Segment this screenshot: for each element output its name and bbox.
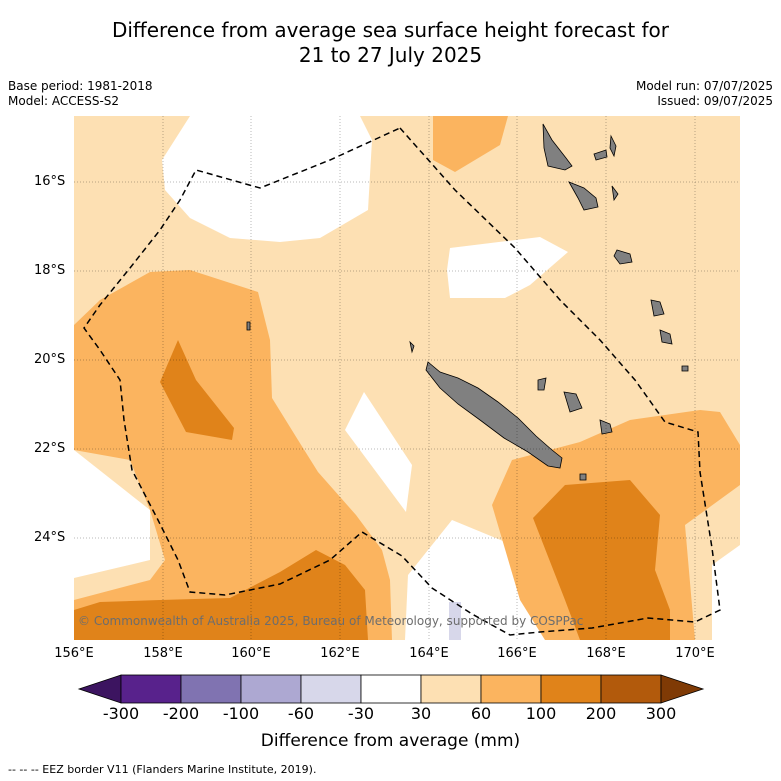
- lon-label-160e: 160°E: [231, 646, 271, 661]
- small-island-1: [579, 473, 587, 481]
- colorbar-segment: [300, 674, 362, 704]
- issued-date: Issued: 09/07/2025: [657, 94, 773, 108]
- model-run: Model run: 07/07/2025: [635, 79, 773, 93]
- colorbar-tick-label: 60: [470, 704, 492, 723]
- contour-neutral-southeast: [712, 545, 740, 640]
- copyright-note: © Commonwealth of Australia 2025, Bureau…: [78, 614, 584, 628]
- contour-neutral-mid: [345, 392, 412, 512]
- colorbar-segment: [540, 674, 602, 704]
- colorbar-segment: [600, 674, 662, 704]
- small-island-3: [409, 340, 415, 354]
- loyalty-island-2: [599, 419, 613, 435]
- lon-label-170e: 170°E: [675, 646, 715, 661]
- colorbar-extend-high: [660, 674, 705, 704]
- colorbar-tick-label: -60: [287, 704, 315, 723]
- lon-label-158e: 158°E: [143, 646, 183, 661]
- lat-label-22s: 22°S: [34, 441, 66, 456]
- colorbar-tick-label: -200: [162, 704, 200, 723]
- contour-60-100-west: [74, 270, 392, 640]
- colorbar-extend-low: [77, 674, 122, 704]
- title-line-2: 21 to 27 July 2025: [298, 43, 483, 67]
- colorbar-title: Difference from average (mm): [260, 731, 521, 751]
- colorbar-tick-label: 30: [410, 704, 432, 723]
- small-island-4: [681, 365, 689, 372]
- vanuatu-island-6: [613, 249, 633, 265]
- contour-neg-30-60-patch: [449, 602, 461, 640]
- colorbar-tick-label: -300: [102, 704, 140, 723]
- contour-100-200-south: [74, 550, 368, 640]
- colorbar-segment: [360, 674, 422, 704]
- new-caledonia-land: [425, 361, 563, 469]
- base-period: Base period: 1981-2018: [8, 79, 153, 93]
- colorbar-segment: [240, 674, 302, 704]
- contour-neutral-east: [447, 237, 568, 298]
- loyalty-island-3: [537, 377, 547, 391]
- lon-label-168e: 168°E: [586, 646, 626, 661]
- contour-60-100-north: [433, 116, 508, 172]
- map-title: Difference from average sea surface heig…: [0, 18, 781, 68]
- colorbar-tick-label: 300: [645, 704, 677, 723]
- vanuatu-island-7: [650, 299, 665, 317]
- colorbar-segment: [480, 674, 542, 704]
- vanuatu-island-3: [609, 134, 617, 158]
- lon-label-162e: 162°E: [320, 646, 360, 661]
- loyalty-island-1: [563, 391, 583, 413]
- colorbar-tick-label: -100: [222, 704, 260, 723]
- vanuatu-island-5: [611, 185, 619, 202]
- lon-label-156e: 156°E: [54, 646, 94, 661]
- colorbar-tick-label: -30: [347, 704, 375, 723]
- colorbar-segment: [180, 674, 242, 704]
- colorbar-segment: [420, 674, 482, 704]
- colorbar-tick-label: 200: [585, 704, 617, 723]
- lon-label-164e: 164°E: [409, 646, 449, 661]
- eez-border: [83, 127, 721, 636]
- lon-label-166e: 166°E: [497, 646, 537, 661]
- small-island-2: [246, 321, 251, 331]
- colorbar-tick-label: 100: [525, 704, 557, 723]
- contour-neutral-north: [162, 116, 372, 242]
- contour-100-200-southeast: [533, 480, 670, 640]
- contour-neutral-southwest: [74, 450, 150, 578]
- vanuatu-island-2: [593, 149, 608, 161]
- eez-legend-note: -- -- -- EEZ border V11 (Flanders Marine…: [8, 763, 317, 776]
- lat-label-16s: 16°S: [34, 174, 66, 189]
- meta-right: Model run: 07/07/2025 Issued: 09/07/2025: [636, 79, 773, 109]
- contour-100-200-west: [160, 340, 234, 440]
- colorbar-segment: [120, 674, 182, 704]
- meta-left: Base period: 1981-2018 Model: ACCESS-S2: [8, 79, 153, 109]
- model-name: Model: ACCESS-S2: [8, 94, 120, 108]
- lat-label-24s: 24°S: [34, 530, 66, 545]
- vanuatu-island-1: [542, 123, 573, 171]
- vanuatu-island-4: [568, 181, 599, 211]
- lat-label-18s: 18°S: [34, 263, 66, 278]
- vanuatu-island-8: [659, 329, 673, 345]
- lat-label-20s: 20°S: [34, 352, 66, 367]
- title-line-1: Difference from average sea surface heig…: [111, 18, 670, 42]
